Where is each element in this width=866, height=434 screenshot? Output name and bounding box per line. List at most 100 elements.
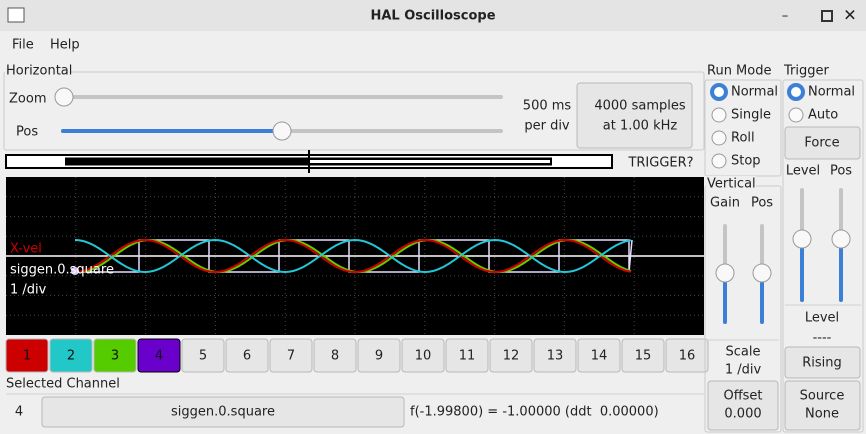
button-text: 4000 samples xyxy=(594,99,685,114)
label: Level xyxy=(786,164,820,179)
channel-button[interactable] xyxy=(93,338,137,373)
button-text: siggen.0.square xyxy=(171,405,275,420)
label: Pos xyxy=(16,125,38,140)
label: 1 /div xyxy=(725,363,762,378)
channel-button[interactable] xyxy=(621,338,665,373)
radio[interactable] xyxy=(788,107,804,123)
label: Pos xyxy=(751,196,773,211)
channel-button[interactable] xyxy=(445,338,489,373)
channel-label: 2 xyxy=(67,349,75,364)
channel-label: 8 xyxy=(331,349,339,364)
channel-button[interactable] xyxy=(357,338,401,373)
channel-number: 4 xyxy=(15,405,23,420)
channel-button[interactable] xyxy=(181,338,225,373)
trigger-status: TRIGGER? xyxy=(627,156,693,171)
button-text: Source xyxy=(800,389,845,404)
group-frame xyxy=(3,71,705,151)
trace-cyan xyxy=(74,238,632,274)
channel-button[interactable] xyxy=(533,338,577,373)
slider-handle[interactable] xyxy=(792,229,812,249)
slider-handle[interactable] xyxy=(54,87,74,107)
button-text: Offset xyxy=(723,389,762,404)
readout: f(-1.99800) = -1.00000 (ddt 0.00000) xyxy=(410,405,659,420)
channel-button[interactable] xyxy=(137,338,181,373)
samples-button[interactable] xyxy=(576,82,693,149)
group-frame xyxy=(782,79,864,433)
button-text: Rising xyxy=(802,356,842,371)
channel-label: 7 xyxy=(287,349,295,364)
frame-label-bg xyxy=(706,63,776,77)
channel-label: 13 xyxy=(547,349,564,364)
channel-button[interactable] xyxy=(49,338,93,373)
title-bar xyxy=(0,0,866,31)
window-icon xyxy=(7,7,25,23)
minimize[interactable]: – xyxy=(782,9,789,24)
channel-button[interactable] xyxy=(577,338,621,373)
button-text: None xyxy=(805,407,839,422)
channel-name-button[interactable] xyxy=(41,396,405,428)
channel-label: 9 xyxy=(375,349,383,364)
radio-label: Normal xyxy=(808,85,855,100)
channel-button[interactable] xyxy=(5,338,49,373)
signal-name: siggen.0.square xyxy=(10,263,114,278)
slider-handle[interactable] xyxy=(272,121,292,141)
close[interactable]: ✕ xyxy=(843,6,856,25)
radio[interactable] xyxy=(711,130,727,146)
force-button[interactable] xyxy=(784,126,861,160)
channel-label: 4 xyxy=(155,349,163,364)
channel-label: 6 xyxy=(243,349,251,364)
channel-label: 11 xyxy=(459,349,476,364)
channel-label: 5 xyxy=(199,349,207,364)
rate-text: 500 ms xyxy=(523,99,572,114)
trace-cursor xyxy=(71,267,79,275)
group-title: Run Mode xyxy=(707,64,771,79)
channel-label: 12 xyxy=(503,349,520,364)
radio[interactable] xyxy=(711,153,727,169)
radio-label: Stop xyxy=(731,154,761,169)
radio[interactable] xyxy=(711,107,727,123)
trace-red xyxy=(74,238,632,274)
group-title: Selected Channel xyxy=(6,377,120,392)
slider-handle[interactable] xyxy=(831,229,851,249)
radio-label: Single xyxy=(731,108,771,123)
slider-handle[interactable] xyxy=(715,263,735,283)
channel-label: 15 xyxy=(635,349,652,364)
button-text: 0.000 xyxy=(724,407,761,422)
button-text: at 1.00 kHz xyxy=(603,119,678,134)
radio-label: Roll xyxy=(731,131,755,146)
channel-label: 1 xyxy=(23,349,31,364)
frame-label-bg xyxy=(706,176,756,190)
frame-label-bg xyxy=(5,64,71,78)
channel-button[interactable] xyxy=(665,338,709,373)
group-title: Vertical xyxy=(707,177,756,192)
label: Pos xyxy=(830,164,852,179)
channel-label: 14 xyxy=(591,349,608,364)
radio[interactable] xyxy=(787,83,805,101)
channel-button[interactable] xyxy=(489,338,533,373)
channel-button[interactable] xyxy=(225,338,269,373)
channel-name: X-vel xyxy=(10,242,42,257)
maximize[interactable] xyxy=(821,10,833,22)
channel-label: 16 xyxy=(679,349,696,364)
offset-button[interactable] xyxy=(707,380,779,431)
channel-button[interactable] xyxy=(313,338,357,373)
edge-button[interactable] xyxy=(784,346,861,379)
radio[interactable] xyxy=(710,83,728,101)
window-title: HAL Oscilloscope xyxy=(370,9,495,24)
label: Level xyxy=(805,311,839,326)
label: Scale xyxy=(726,345,761,360)
radio-label: Normal xyxy=(731,85,778,100)
menu-item[interactable]: Help xyxy=(50,38,80,53)
menu-item[interactable]: File xyxy=(12,38,34,53)
label: ---- xyxy=(813,331,832,346)
channel-label: 10 xyxy=(415,349,432,364)
slider-handle[interactable] xyxy=(752,263,772,283)
rate-text: per div xyxy=(524,119,570,134)
channel-label: 3 xyxy=(111,349,119,364)
button-text: Force xyxy=(804,136,839,151)
source-button[interactable] xyxy=(784,380,861,431)
channel-button[interactable] xyxy=(269,338,313,373)
channel-button[interactable] xyxy=(401,338,445,373)
